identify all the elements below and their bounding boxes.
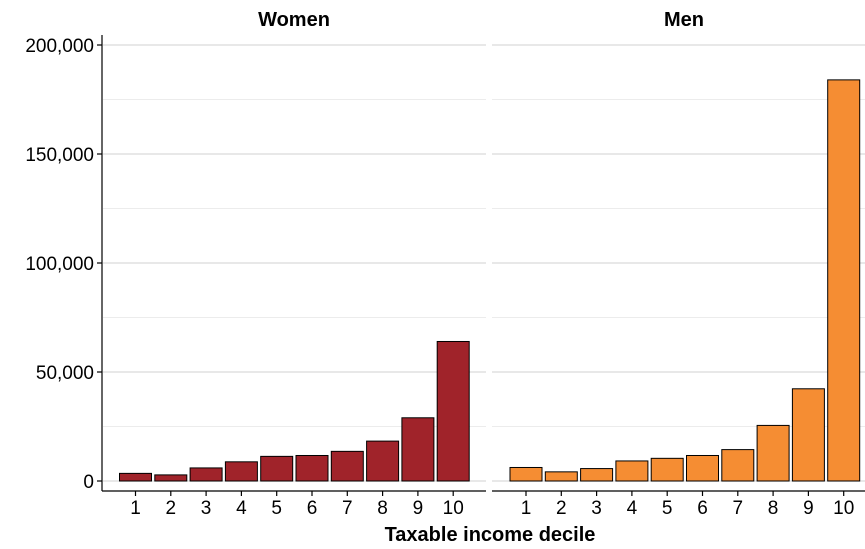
x-tick-label: 6 bbox=[307, 498, 318, 519]
x-tick-label: 10 bbox=[833, 498, 854, 519]
y-tick-label: 0 bbox=[83, 472, 94, 493]
bar-men-decile-7 bbox=[721, 449, 755, 482]
x-tick-label: 8 bbox=[377, 498, 388, 519]
bar-women-decile-3 bbox=[189, 467, 223, 482]
x-tick-label: 9 bbox=[803, 498, 814, 519]
bar-men-decile-1 bbox=[509, 466, 543, 482]
x-tick-label: 7 bbox=[733, 498, 744, 519]
bar-men-decile-2 bbox=[544, 471, 578, 482]
x-tick-label: 7 bbox=[342, 498, 353, 519]
bar-men-decile-9 bbox=[791, 388, 825, 482]
y-tick-label: 200,000 bbox=[25, 36, 94, 57]
x-tick-label: 10 bbox=[443, 498, 464, 519]
bar-women-decile-1 bbox=[119, 472, 152, 482]
x-tick-label: 3 bbox=[201, 498, 212, 519]
x-tick-label: 4 bbox=[236, 498, 247, 519]
x-tick-label: 6 bbox=[697, 498, 708, 519]
x-tick-label: 3 bbox=[591, 498, 602, 519]
y-tick-label: 150,000 bbox=[25, 145, 94, 166]
x-tick-label: 1 bbox=[130, 498, 141, 519]
bar-men-decile-3 bbox=[580, 468, 614, 482]
bar-women-decile-4 bbox=[224, 461, 258, 482]
panel-title-men: Men bbox=[664, 9, 704, 31]
grid-layer bbox=[103, 44, 865, 482]
bar-women-decile-5 bbox=[260, 455, 294, 482]
bar-women-decile-6 bbox=[295, 454, 329, 482]
x-tick-label: 2 bbox=[166, 498, 177, 519]
bar-layer bbox=[119, 79, 861, 482]
bar-women-decile-9 bbox=[401, 417, 435, 482]
label-layer: Women Men Taxable income decile 0 50,000 1… bbox=[25, 9, 854, 546]
bar-men-decile-10 bbox=[827, 79, 861, 482]
bar-women-decile-8 bbox=[366, 440, 400, 482]
x-tick-label: 8 bbox=[768, 498, 779, 519]
x-tick-label: 5 bbox=[662, 498, 673, 519]
bar-men-decile-4 bbox=[615, 460, 649, 482]
x-tick-label: 5 bbox=[271, 498, 282, 519]
x-axis-title: Taxable income decile bbox=[385, 524, 596, 544]
panel-title-women: Women bbox=[258, 9, 330, 31]
x-tick-label: 2 bbox=[556, 498, 567, 519]
bar-women-decile-2 bbox=[154, 474, 188, 482]
x-tick-label: 9 bbox=[413, 498, 424, 519]
bar-men-decile-8 bbox=[756, 424, 790, 482]
bar-women-decile-10 bbox=[436, 340, 470, 482]
bar-women-decile-7 bbox=[330, 450, 364, 482]
x-tick-label: 4 bbox=[627, 498, 638, 519]
y-tick-label: 50,000 bbox=[36, 363, 94, 384]
bar-men-decile-6 bbox=[686, 454, 719, 482]
bar-men-decile-5 bbox=[650, 457, 684, 482]
y-tick-label: 100,000 bbox=[25, 254, 94, 275]
x-tick-label: 1 bbox=[521, 498, 532, 519]
